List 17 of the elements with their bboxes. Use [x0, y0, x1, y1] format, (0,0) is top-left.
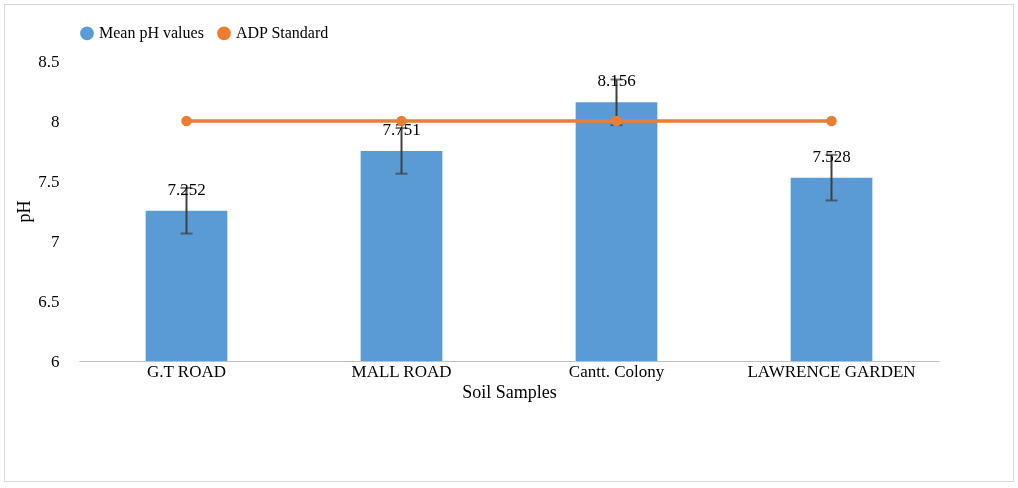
y-tick-label: 6.5 [38, 291, 60, 311]
y-tick-label: 6 [51, 351, 60, 371]
y-tick-label: 7 [51, 231, 60, 251]
x-axis-title: Soil Samples [462, 381, 557, 402]
x-tick-label: Cantt. Colony [568, 361, 665, 381]
legend-label: ADP Standard [236, 24, 329, 42]
y-tick-label: 7.5 [38, 171, 60, 191]
data-label: 7.528 [812, 146, 851, 166]
legend-label: Mean pH values [99, 24, 204, 43]
y-axis-title: pH [14, 200, 35, 223]
data-label: 8.156 [597, 71, 636, 91]
y-tick-label: 8 [51, 111, 60, 131]
y-tick-label: 8.5 [38, 51, 60, 71]
x-tick-label: LAWRENCE GARDEN [747, 361, 916, 381]
x-tick-label: G.T ROAD [146, 361, 227, 381]
x-tick-label: MALL ROAD [351, 361, 452, 381]
data-label: 7.252 [167, 179, 206, 199]
